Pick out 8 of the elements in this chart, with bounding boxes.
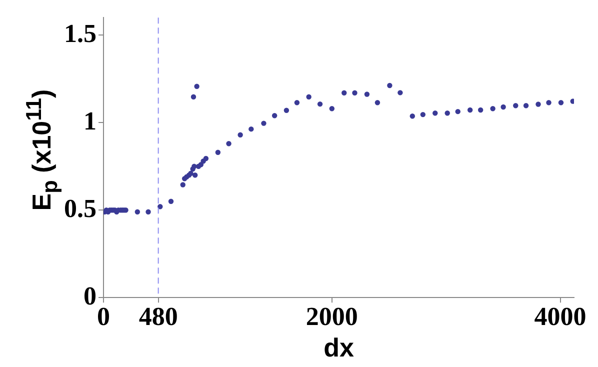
y-tick-label: 0 bbox=[84, 281, 96, 310]
y-tick-label: 1 bbox=[84, 106, 96, 136]
y-tick-label: 0.5 bbox=[64, 194, 96, 223]
x-tick-label: 2000 bbox=[306, 302, 358, 331]
x-tick-label: 480 bbox=[138, 302, 178, 331]
y-tick-label: 1.5 bbox=[64, 18, 96, 48]
x-axis-title: dx bbox=[324, 332, 354, 363]
x-tick-label: 4000 bbox=[534, 302, 586, 331]
